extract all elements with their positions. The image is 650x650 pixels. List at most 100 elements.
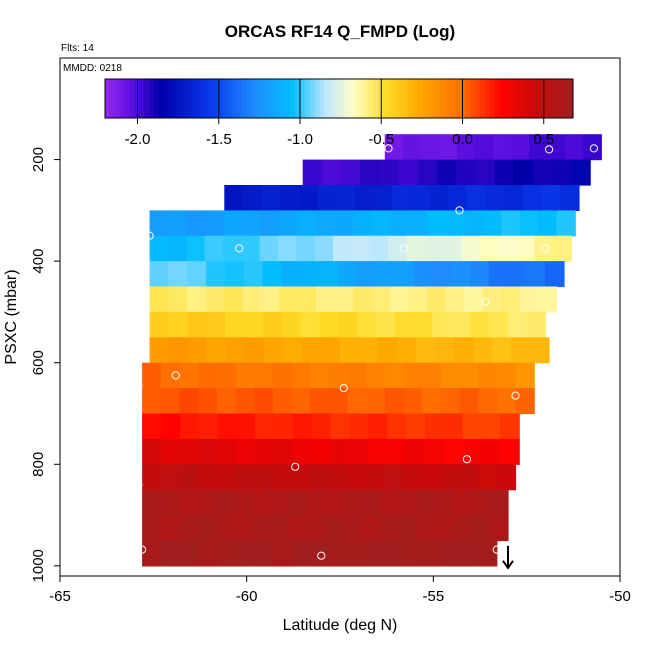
heatmap-cell [416,515,436,542]
heatmap-cell [279,286,299,313]
heatmap-cell [272,362,293,389]
colorbar-segment [529,79,535,118]
colorbar-frame [104,78,574,119]
heatmap-cell [432,261,452,288]
heatmap-cell [583,134,602,161]
heatmap-cell [538,210,558,237]
heatmap-cell [186,235,206,262]
colorbar-segment [285,79,291,118]
heatmap-cell [353,286,373,313]
y-tick-label: 200 [30,147,47,172]
heatmap-cell [187,261,207,288]
heatmap-cell [160,489,180,516]
heatmap-cell [422,388,442,415]
heatmap-cell [459,388,479,415]
heatmap-cell [260,210,280,237]
heatmap-cell [244,337,265,364]
heatmap-cell [432,311,452,338]
observation-marker [589,144,599,153]
heatmap-cell [236,413,256,440]
heatmap-cell [310,540,330,567]
heatmap-cell [142,362,162,389]
heatmap-cell [336,185,356,211]
heatmap-cell [279,210,299,237]
heatmap-cell [179,540,199,567]
colorbar-segment [309,79,316,118]
heatmap-cell [206,311,226,338]
heatmap-cell [501,210,521,237]
heatmap-cell [453,489,472,516]
heatmap-cell [366,362,386,389]
colorbar-segment [563,79,569,118]
colorbar-segment [261,79,267,118]
colorbar-segment [387,79,394,118]
heatmap-cell [464,210,484,237]
heatmap-cell [160,362,181,389]
heatmap-cell [361,515,381,542]
observation-marker [399,244,408,253]
heatmap-cell [225,311,245,338]
heatmap-cell [384,388,405,415]
heatmap-cell [387,438,407,465]
heatmap-cell [522,185,543,211]
heatmap-cell [330,438,351,465]
colorbar-segment [105,79,111,118]
heatmap-cell [565,134,584,161]
heatmap-cell [291,388,311,415]
colorbar-segment [446,79,452,118]
heatmap-cell [445,286,465,313]
heatmap-cell [496,388,517,415]
heatmap-cell [375,311,396,338]
heatmap-cell [457,134,476,161]
heatmap-cell [445,210,465,237]
heatmap-cell [485,185,505,211]
colorbar-segment [514,79,520,118]
heatmap-cell [142,438,162,465]
colorbar-segment [236,79,243,118]
heatmap-cell [545,261,565,288]
heatmap-cell [198,362,218,389]
heatmap-cell [519,286,539,313]
colorbar-segment [139,79,145,118]
heatmap-cell [353,210,373,237]
heatmap-cell [459,540,479,567]
colorbar-segment [217,79,223,118]
colorbar-segment [558,79,564,118]
heatmap-cell [507,261,527,288]
colorbar-segment [490,79,496,118]
colorbar-segment [407,79,413,118]
heatmap-cell [513,159,534,186]
colorbar-segment [368,79,374,118]
heatmap-cell [504,185,524,211]
heatmap-cell [217,438,237,465]
heatmap-cell [263,337,284,364]
colorbar-segment [465,79,472,118]
heatmap-cell [142,515,161,542]
observation-marker [138,545,147,554]
heatmap-cell [254,362,274,389]
heatmap-cell [369,235,389,262]
heatmap-cell [233,489,253,516]
heatmap-cell [297,210,317,237]
heatmap-cell [493,134,512,161]
heatmap-cell [216,464,237,491]
heatmap-cell [272,464,293,491]
heatmap-cell [388,235,407,262]
heatmap-cell [160,388,181,415]
colorbar-segment [456,79,462,118]
colorbar-segment [343,79,350,118]
heatmap-cell [167,235,187,262]
heatmap-cell [206,337,227,364]
heatmap-cell [492,337,512,364]
heatmap-cell [481,438,501,465]
heatmap-cell [301,337,322,364]
heatmap-cell [270,489,290,516]
heatmap-cell [328,362,349,389]
heatmap-cell [198,540,218,567]
heatmap-cell [205,286,225,313]
heatmap-cell [347,362,367,389]
colorbar-segment [509,79,516,118]
colorbar-segment [212,79,218,118]
heatmap-cell [553,235,572,262]
colorbar-segment [480,79,486,118]
